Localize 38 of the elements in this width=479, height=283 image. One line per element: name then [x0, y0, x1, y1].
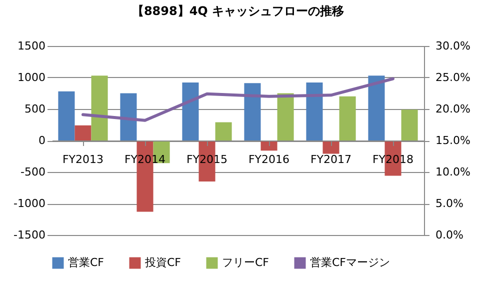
x-tick-label: FY2017	[310, 153, 352, 166]
y-tick-label: 500	[24, 102, 46, 116]
legend-label: 投資CF	[144, 256, 182, 269]
y2-tick-label: 15.0%	[436, 134, 470, 147]
y-tick-label: -1500	[14, 228, 46, 242]
y2-tick-label: 0.0%	[436, 228, 464, 242]
bar	[260, 140, 278, 151]
bar	[74, 125, 92, 140]
bar	[182, 82, 199, 140]
y-tick-label: 1500	[18, 40, 46, 52]
bar	[244, 83, 261, 140]
y2-tick-label: 30.0%	[436, 40, 470, 52]
y2-tick-label: 20.0%	[436, 102, 470, 116]
line-series	[82, 77, 394, 122]
y2-tick-label: 10.0%	[436, 166, 470, 178]
bar	[58, 91, 75, 140]
chart-title: 【8898】4Q キャッシュフローの推移	[132, 4, 344, 18]
x-tick-label: FY2016	[248, 153, 290, 166]
bar	[339, 96, 356, 140]
bar	[368, 76, 385, 140]
x-tick-label: FY2014	[124, 153, 166, 166]
bar	[401, 110, 418, 140]
y-tick-label: 0	[38, 134, 46, 147]
legend-label: 営業CF	[68, 256, 104, 269]
legend-label: 営業CFマージン	[310, 256, 390, 269]
bar	[322, 140, 340, 154]
x-tick-label: FY2013	[62, 153, 104, 166]
y2-tick-label: 5.0%	[436, 197, 464, 210]
bar	[120, 93, 137, 140]
bar	[306, 82, 323, 140]
bar	[91, 76, 108, 140]
bar	[215, 122, 232, 140]
y-tick-label: -1000	[14, 197, 46, 210]
y2-tick-label: 25.0%	[436, 71, 470, 84]
y-tick-label: -500	[20, 166, 46, 178]
bar	[277, 93, 294, 140]
legend-label: フリーCF	[222, 256, 270, 269]
y-tick-label: 1000	[18, 71, 46, 84]
